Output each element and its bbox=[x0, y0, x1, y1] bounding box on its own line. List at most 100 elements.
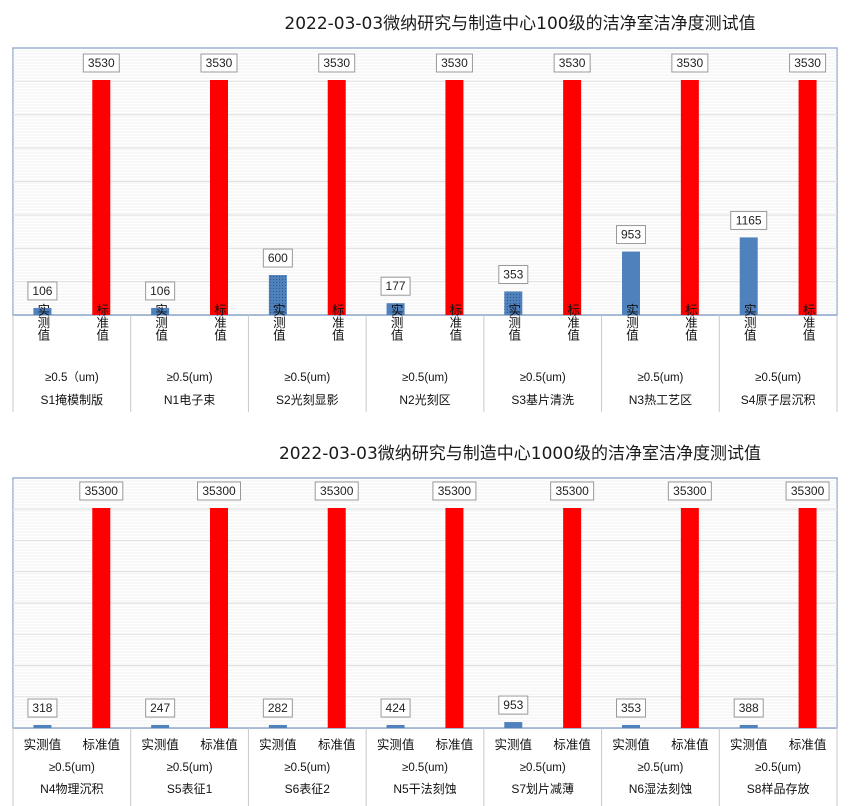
data-label-box bbox=[671, 53, 709, 73]
data-label: 353 bbox=[503, 268, 523, 282]
bar-standard bbox=[563, 80, 582, 315]
category-label: S1掩模制版 bbox=[41, 393, 104, 407]
series-label: 实测值 bbox=[24, 737, 62, 752]
category-label: N4物理沉积 bbox=[40, 782, 103, 796]
category-label: N6湿法刻蚀 bbox=[629, 781, 692, 796]
bar-measured bbox=[268, 275, 287, 315]
chart-1000-class: 2022-03-03微纳研究与制造中心1000级的洁净室洁净度测试值 318 实测… bbox=[0, 428, 851, 806]
chart-separator bbox=[0, 420, 851, 428]
series-label: 标准值 bbox=[200, 737, 238, 752]
chart-100-class: 2022-03-03微纳研究与制造中心100级的洁净室洁净度测试值 106 实测值… bbox=[12, 14, 838, 412]
series-label: 标准值 bbox=[789, 737, 827, 752]
category-label: S7划片减薄 bbox=[511, 781, 574, 796]
category-label: N5干法刻蚀 bbox=[393, 782, 456, 796]
bar-measured bbox=[504, 291, 523, 315]
particle-size-label: ≥0.5(um) bbox=[755, 762, 801, 774]
data-label: 35300 bbox=[673, 484, 707, 498]
data-label-box bbox=[785, 481, 830, 501]
data-label-box bbox=[432, 481, 477, 501]
data-label: 953 bbox=[621, 228, 641, 242]
data-label: 424 bbox=[386, 701, 406, 715]
data-label: 106 bbox=[150, 284, 170, 298]
category-label: N2光刻区 bbox=[399, 393, 450, 407]
data-label: 35300 bbox=[320, 484, 354, 498]
data-label: 3530 bbox=[206, 56, 233, 70]
data-label: 3530 bbox=[677, 56, 704, 70]
bar-standard bbox=[327, 508, 346, 728]
bar-standard bbox=[445, 508, 464, 728]
series-label: 实测值 bbox=[624, 302, 638, 341]
data-label: 388 bbox=[739, 701, 759, 715]
data-label-box bbox=[667, 481, 712, 501]
category-label: S3基片清洗 bbox=[511, 393, 574, 407]
data-label-box bbox=[27, 698, 58, 718]
data-label: 3530 bbox=[794, 56, 821, 70]
series-label: 标准值 bbox=[83, 737, 121, 752]
series-label: 实测值 bbox=[730, 737, 768, 752]
data-label: 35300 bbox=[85, 484, 119, 498]
chart-title: 2022-03-03微纳研究与制造中心1000级的洁净室洁净度测试值 bbox=[278, 444, 762, 464]
data-label: 353 bbox=[621, 701, 641, 715]
series-label: 标准值 bbox=[436, 737, 474, 752]
series-label: 实测值 bbox=[612, 737, 650, 752]
series-label: 实测值 bbox=[389, 302, 403, 341]
data-label: 35300 bbox=[791, 484, 825, 498]
data-label-box bbox=[380, 698, 411, 718]
data-label-box bbox=[318, 53, 356, 73]
data-label-box bbox=[200, 53, 238, 73]
data-label-box bbox=[550, 481, 595, 501]
chart-title: 2022-03-03微纳研究与制造中心100级的洁净室洁净度测试值 bbox=[284, 14, 756, 34]
data-label: 35300 bbox=[438, 484, 472, 498]
particle-size-label: ≥0.5(um) bbox=[637, 372, 683, 384]
category-label: S8样品存放 bbox=[747, 781, 810, 796]
series-label: 实测值 bbox=[259, 737, 297, 752]
data-label-box bbox=[145, 281, 176, 301]
data-label-box bbox=[498, 695, 529, 715]
series-label: 实测值 bbox=[35, 302, 49, 341]
bar-measured bbox=[33, 307, 52, 315]
particle-size-label: ≥0.5(um) bbox=[49, 762, 95, 774]
data-label: 3530 bbox=[323, 56, 350, 70]
data-label: 3530 bbox=[88, 56, 115, 70]
data-label: 1165 bbox=[736, 213, 762, 227]
series-label: 标准值 bbox=[330, 303, 344, 341]
data-label-box bbox=[197, 481, 241, 501]
category-label: S4原子层沉积 bbox=[741, 393, 816, 407]
bar-measured bbox=[151, 307, 170, 315]
series-label: 实测值 bbox=[495, 737, 533, 752]
bar-measured bbox=[739, 237, 758, 315]
data-label: 953 bbox=[503, 698, 523, 712]
data-label-box bbox=[262, 698, 293, 718]
series-label: 标准值 bbox=[447, 303, 461, 341]
data-label-box bbox=[498, 265, 529, 284]
particle-size-label: ≥0.5(um) bbox=[167, 762, 213, 774]
category-label: S5表征1 bbox=[167, 782, 213, 796]
particle-size-label: ≥0.5(um) bbox=[284, 372, 330, 384]
category-label: S6表征2 bbox=[285, 782, 331, 796]
data-label-box bbox=[79, 481, 124, 501]
data-label-box bbox=[82, 53, 120, 73]
bar-measured bbox=[386, 725, 405, 728]
bar-measured bbox=[622, 251, 640, 315]
bar-standard bbox=[798, 80, 817, 315]
bar-standard bbox=[92, 80, 111, 315]
particle-size-label: ≥0.5(um) bbox=[402, 372, 448, 384]
bar-standard bbox=[563, 508, 582, 728]
series-label: 实测值 bbox=[377, 737, 415, 752]
bar-standard bbox=[445, 80, 464, 315]
particle-size-label: ≥0.5(um) bbox=[402, 762, 448, 774]
series-label: 标准值 bbox=[565, 303, 579, 341]
series-label: 实测值 bbox=[506, 302, 520, 341]
data-label-box bbox=[730, 210, 768, 230]
series-label: 实测值 bbox=[271, 302, 285, 341]
category-label: N3热工艺区 bbox=[629, 393, 692, 407]
chart-100-class-svg: 106 实测值 3530 标准值 ≥0.5（um) S1掩模制版 106 实测值 3530 标准值… bbox=[12, 47, 838, 412]
data-label: 282 bbox=[268, 701, 288, 715]
series-label: 标准值 bbox=[683, 303, 697, 341]
series-label: 标准值 bbox=[212, 303, 226, 341]
bar-measured bbox=[622, 725, 640, 728]
data-label-box bbox=[262, 248, 293, 268]
bar-measured bbox=[151, 725, 170, 728]
series-label: 标准值 bbox=[318, 737, 356, 752]
particle-size-label: ≥0.5(um) bbox=[520, 372, 566, 384]
